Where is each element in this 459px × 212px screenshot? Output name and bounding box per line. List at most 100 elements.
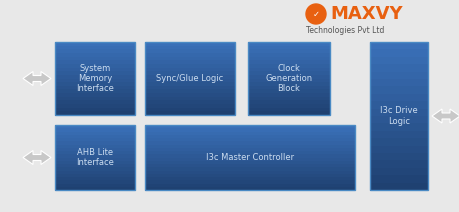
Bar [369,42,427,190]
Bar [369,49,427,57]
Bar [55,53,134,57]
Bar [369,72,427,80]
Bar [247,75,329,79]
Bar [145,164,354,168]
Bar [247,46,329,50]
Bar [55,68,134,72]
Bar [55,60,134,64]
Bar [145,42,235,46]
Bar [55,128,134,132]
Bar [145,135,354,138]
Bar [145,151,354,155]
Bar [247,78,329,83]
Polygon shape [23,151,51,165]
Bar [55,97,134,101]
Bar [145,141,354,145]
Bar [247,111,329,116]
Bar [55,71,134,75]
Bar [55,151,134,155]
Bar [369,146,427,153]
Bar [247,49,329,53]
Text: AHB Lite
Interface: AHB Lite Interface [76,148,114,167]
Bar [55,135,134,138]
Bar [369,42,427,50]
Bar [247,100,329,105]
Bar [247,42,329,115]
Bar [55,158,134,161]
Bar [55,141,134,145]
Bar [369,86,427,94]
Bar [369,101,427,109]
Bar [55,100,134,105]
Bar [369,116,427,124]
Bar [55,148,134,152]
Bar [369,131,427,139]
Bar [55,138,134,142]
Bar [145,131,354,135]
Bar [247,60,329,64]
Bar [247,42,329,46]
Bar [247,97,329,101]
Bar [369,138,427,146]
Bar [55,86,134,90]
Bar [369,57,427,65]
Polygon shape [431,109,459,123]
Bar [145,125,354,129]
Bar [247,82,329,86]
Bar [247,68,329,72]
Bar [55,177,134,181]
Bar [145,174,354,177]
Bar [55,131,134,135]
Bar [369,123,427,131]
Bar [55,154,134,158]
Bar [369,168,427,176]
Bar [55,125,134,190]
Bar [55,49,134,53]
Text: Sync/Glue Logic: Sync/Glue Logic [156,74,223,83]
Bar [145,167,354,171]
Bar [369,94,427,102]
Bar [55,42,134,46]
Bar [145,161,354,165]
Text: ✓: ✓ [312,10,319,18]
Bar [55,111,134,116]
Bar [55,187,134,191]
Bar [145,60,235,64]
Bar [145,111,235,116]
Bar [369,64,427,72]
Bar [145,86,235,90]
Bar [145,75,235,79]
Bar [55,174,134,177]
Bar [145,57,235,61]
Bar [145,78,235,83]
Bar [55,164,134,168]
Bar [55,145,134,148]
Bar [369,153,427,161]
Bar [145,184,354,187]
Bar [55,57,134,61]
Bar [55,75,134,79]
Bar [145,128,354,132]
Text: Clock
Generation
Block: Clock Generation Block [265,64,312,93]
Bar [145,46,235,50]
Bar [145,49,235,53]
Bar [145,68,235,72]
Bar [55,82,134,86]
Bar [55,167,134,171]
Bar [145,93,235,97]
Bar [145,187,354,191]
Bar [55,104,134,108]
Bar [145,138,354,142]
Bar [55,180,134,184]
Bar [145,154,354,158]
Bar [145,100,235,105]
Bar [55,108,134,112]
Bar [145,148,354,152]
Bar [55,89,134,94]
Bar [145,125,354,190]
Bar [145,89,235,94]
Bar [55,64,134,68]
Bar [145,108,235,112]
Bar [247,104,329,108]
Bar [247,57,329,61]
